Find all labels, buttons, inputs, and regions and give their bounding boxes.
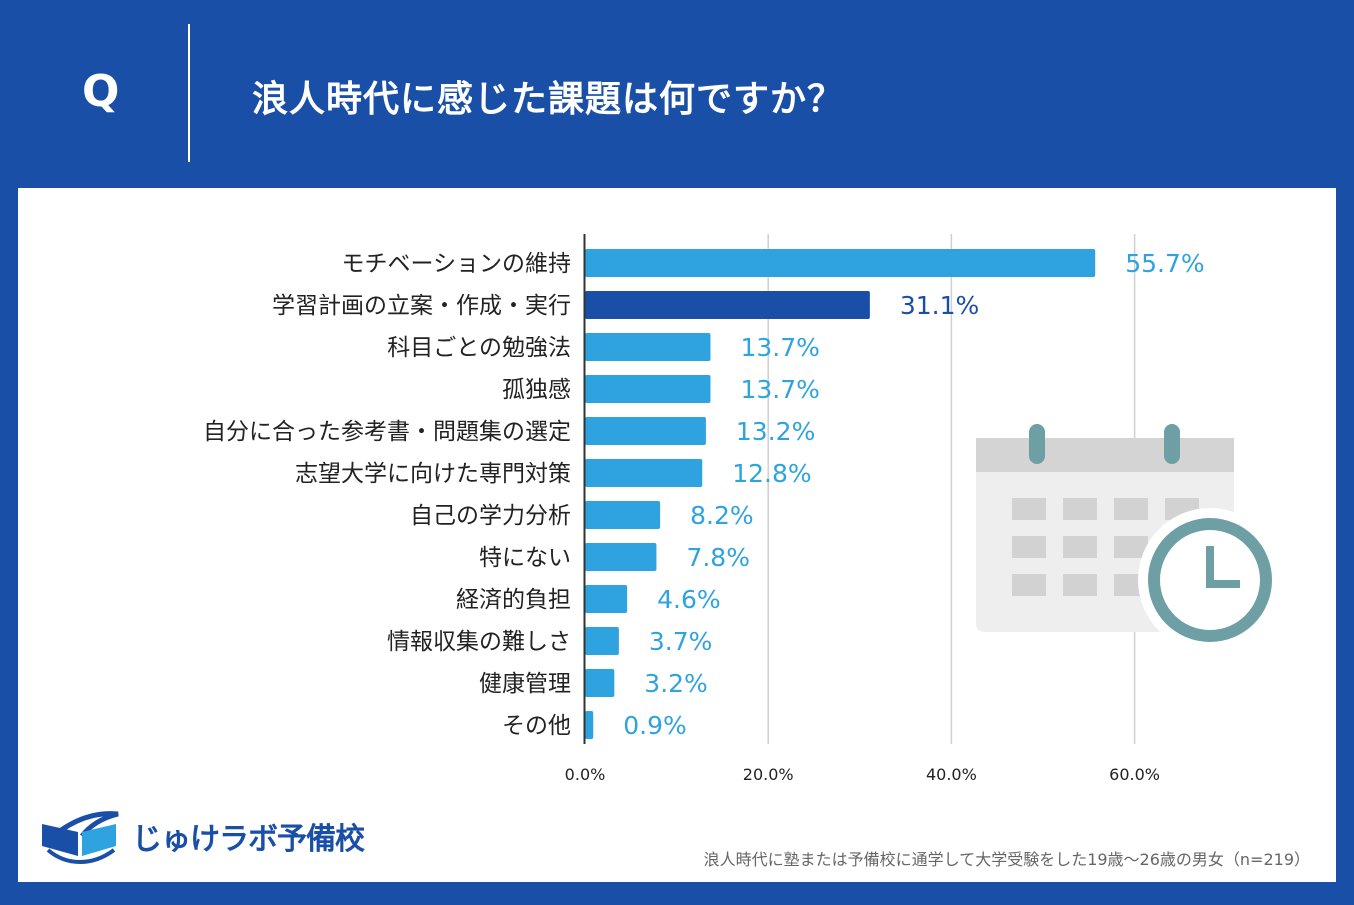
value-label: 12.8% (732, 459, 811, 488)
bar (585, 711, 594, 739)
logo-text: じゅけラボ予備校 (132, 822, 365, 857)
bar-chart: 0.0% 20.0% 40.0% 60.0% (203, 234, 1282, 784)
value-label: 0.9% (623, 711, 687, 740)
bar (585, 627, 619, 655)
value-label: 3.2% (644, 669, 708, 698)
gridlines: 0.0% 20.0% 40.0% 60.0% (565, 234, 1160, 784)
bar (585, 291, 870, 319)
x-tick-label: 20.0% (743, 765, 794, 784)
bar (585, 375, 711, 403)
bar (585, 459, 703, 487)
survey-footnote: 浪人時代に塾または予備校に通学して大学受験をした19歳～26歳の男女（n=219… (703, 850, 1310, 869)
category-label: 孤独感 (502, 377, 571, 403)
bars: モチベーションの維持 55.7% 学習計画の立案・作成・実行 31.1% 科目ごとの勉強… (203, 249, 1205, 740)
bar (585, 543, 657, 571)
value-label: 31.1% (900, 291, 979, 320)
book-logo-icon (42, 811, 119, 865)
x-tick-label: 40.0% (926, 765, 977, 784)
category-label: 経済的負担 (456, 587, 571, 613)
value-label: 13.2% (736, 417, 815, 446)
value-label: 4.6% (657, 585, 721, 614)
x-tick-label: 0.0% (565, 765, 606, 784)
value-label: 13.7% (740, 333, 819, 362)
question-title: 浪人時代に感じた課題は何ですか？ (252, 79, 845, 120)
category-label: 情報収集の難しさ (387, 629, 571, 655)
bar (585, 669, 615, 697)
calendar-clock-icon (976, 424, 1282, 652)
bar (585, 417, 706, 445)
bar (585, 333, 711, 361)
question-letter: Q (82, 66, 120, 117)
value-label: 7.8% (686, 543, 750, 572)
value-label: 8.2% (690, 501, 754, 530)
value-label: 3.7% (649, 627, 713, 656)
category-label: その他 (502, 713, 571, 739)
logo: じゅけラボ予備校 (38, 804, 365, 868)
category-label: 学習計画の立案・作成・実行 (272, 293, 571, 319)
category-label: 特にない (479, 545, 571, 571)
category-label: 自己の学力分析 (410, 503, 571, 529)
x-tick-label: 60.0% (1109, 765, 1160, 784)
category-label: 志望大学に向けた専門対策 (295, 461, 571, 487)
category-label: モチベーションの維持 (341, 251, 571, 277)
chart-card: 0.0% 20.0% 40.0% 60.0% (18, 188, 1336, 882)
bar (585, 249, 1096, 277)
header-divider (188, 24, 190, 162)
bar (585, 585, 628, 613)
category-label: 自分に合った参考書・問題集の選定 (203, 419, 571, 445)
bar (585, 501, 661, 529)
category-label: 科目ごとの勉強法 (387, 335, 571, 361)
category-label: 健康管理 (479, 671, 571, 697)
value-label: 55.7% (1125, 249, 1204, 278)
value-label: 13.7% (740, 375, 819, 404)
